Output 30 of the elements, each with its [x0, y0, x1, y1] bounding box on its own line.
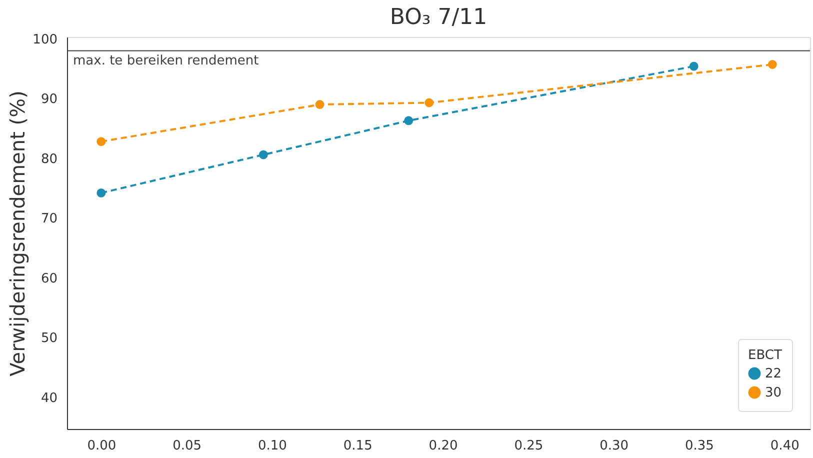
point: [96, 137, 106, 146]
legend-label: 22: [765, 366, 782, 382]
ref-line-label: max. te bereiken rendement: [73, 54, 259, 69]
x-tick-label: 0.10: [258, 438, 287, 454]
y-tick-label: 50: [40, 331, 58, 346]
y-tick-label: 70: [40, 212, 58, 227]
point: [96, 188, 106, 198]
y-tick-label: 100: [32, 32, 58, 48]
x-tick-label: 0.05: [172, 438, 202, 454]
y-tick-label: 80: [40, 152, 58, 167]
x-tick-label: 0.40: [770, 438, 800, 454]
legend-title: EBCT: [748, 348, 782, 363]
x-tick-label: 0.35: [685, 438, 714, 454]
y-tick-label: 40: [40, 390, 58, 406]
x-tick-label: 0.20: [428, 438, 458, 454]
point: [424, 98, 434, 108]
y-axis-title: Verwijderingsrendement (%): [6, 90, 30, 376]
y-tick-label: 60: [40, 271, 58, 286]
legend-label: 30: [765, 386, 782, 400]
point: [404, 116, 414, 126]
chart-title: BO₃ 7/11: [390, 4, 488, 30]
x-tick-label: 0.30: [600, 438, 629, 454]
x-tick-label: 0.15: [343, 438, 372, 454]
y-tick-label: 90: [40, 92, 58, 108]
point: [315, 100, 324, 109]
x-tick-label: 0.25: [514, 438, 544, 454]
point: [258, 150, 268, 160]
point: [689, 62, 698, 71]
x-tick-label: 0.00: [87, 438, 116, 454]
point: [768, 60, 777, 69]
